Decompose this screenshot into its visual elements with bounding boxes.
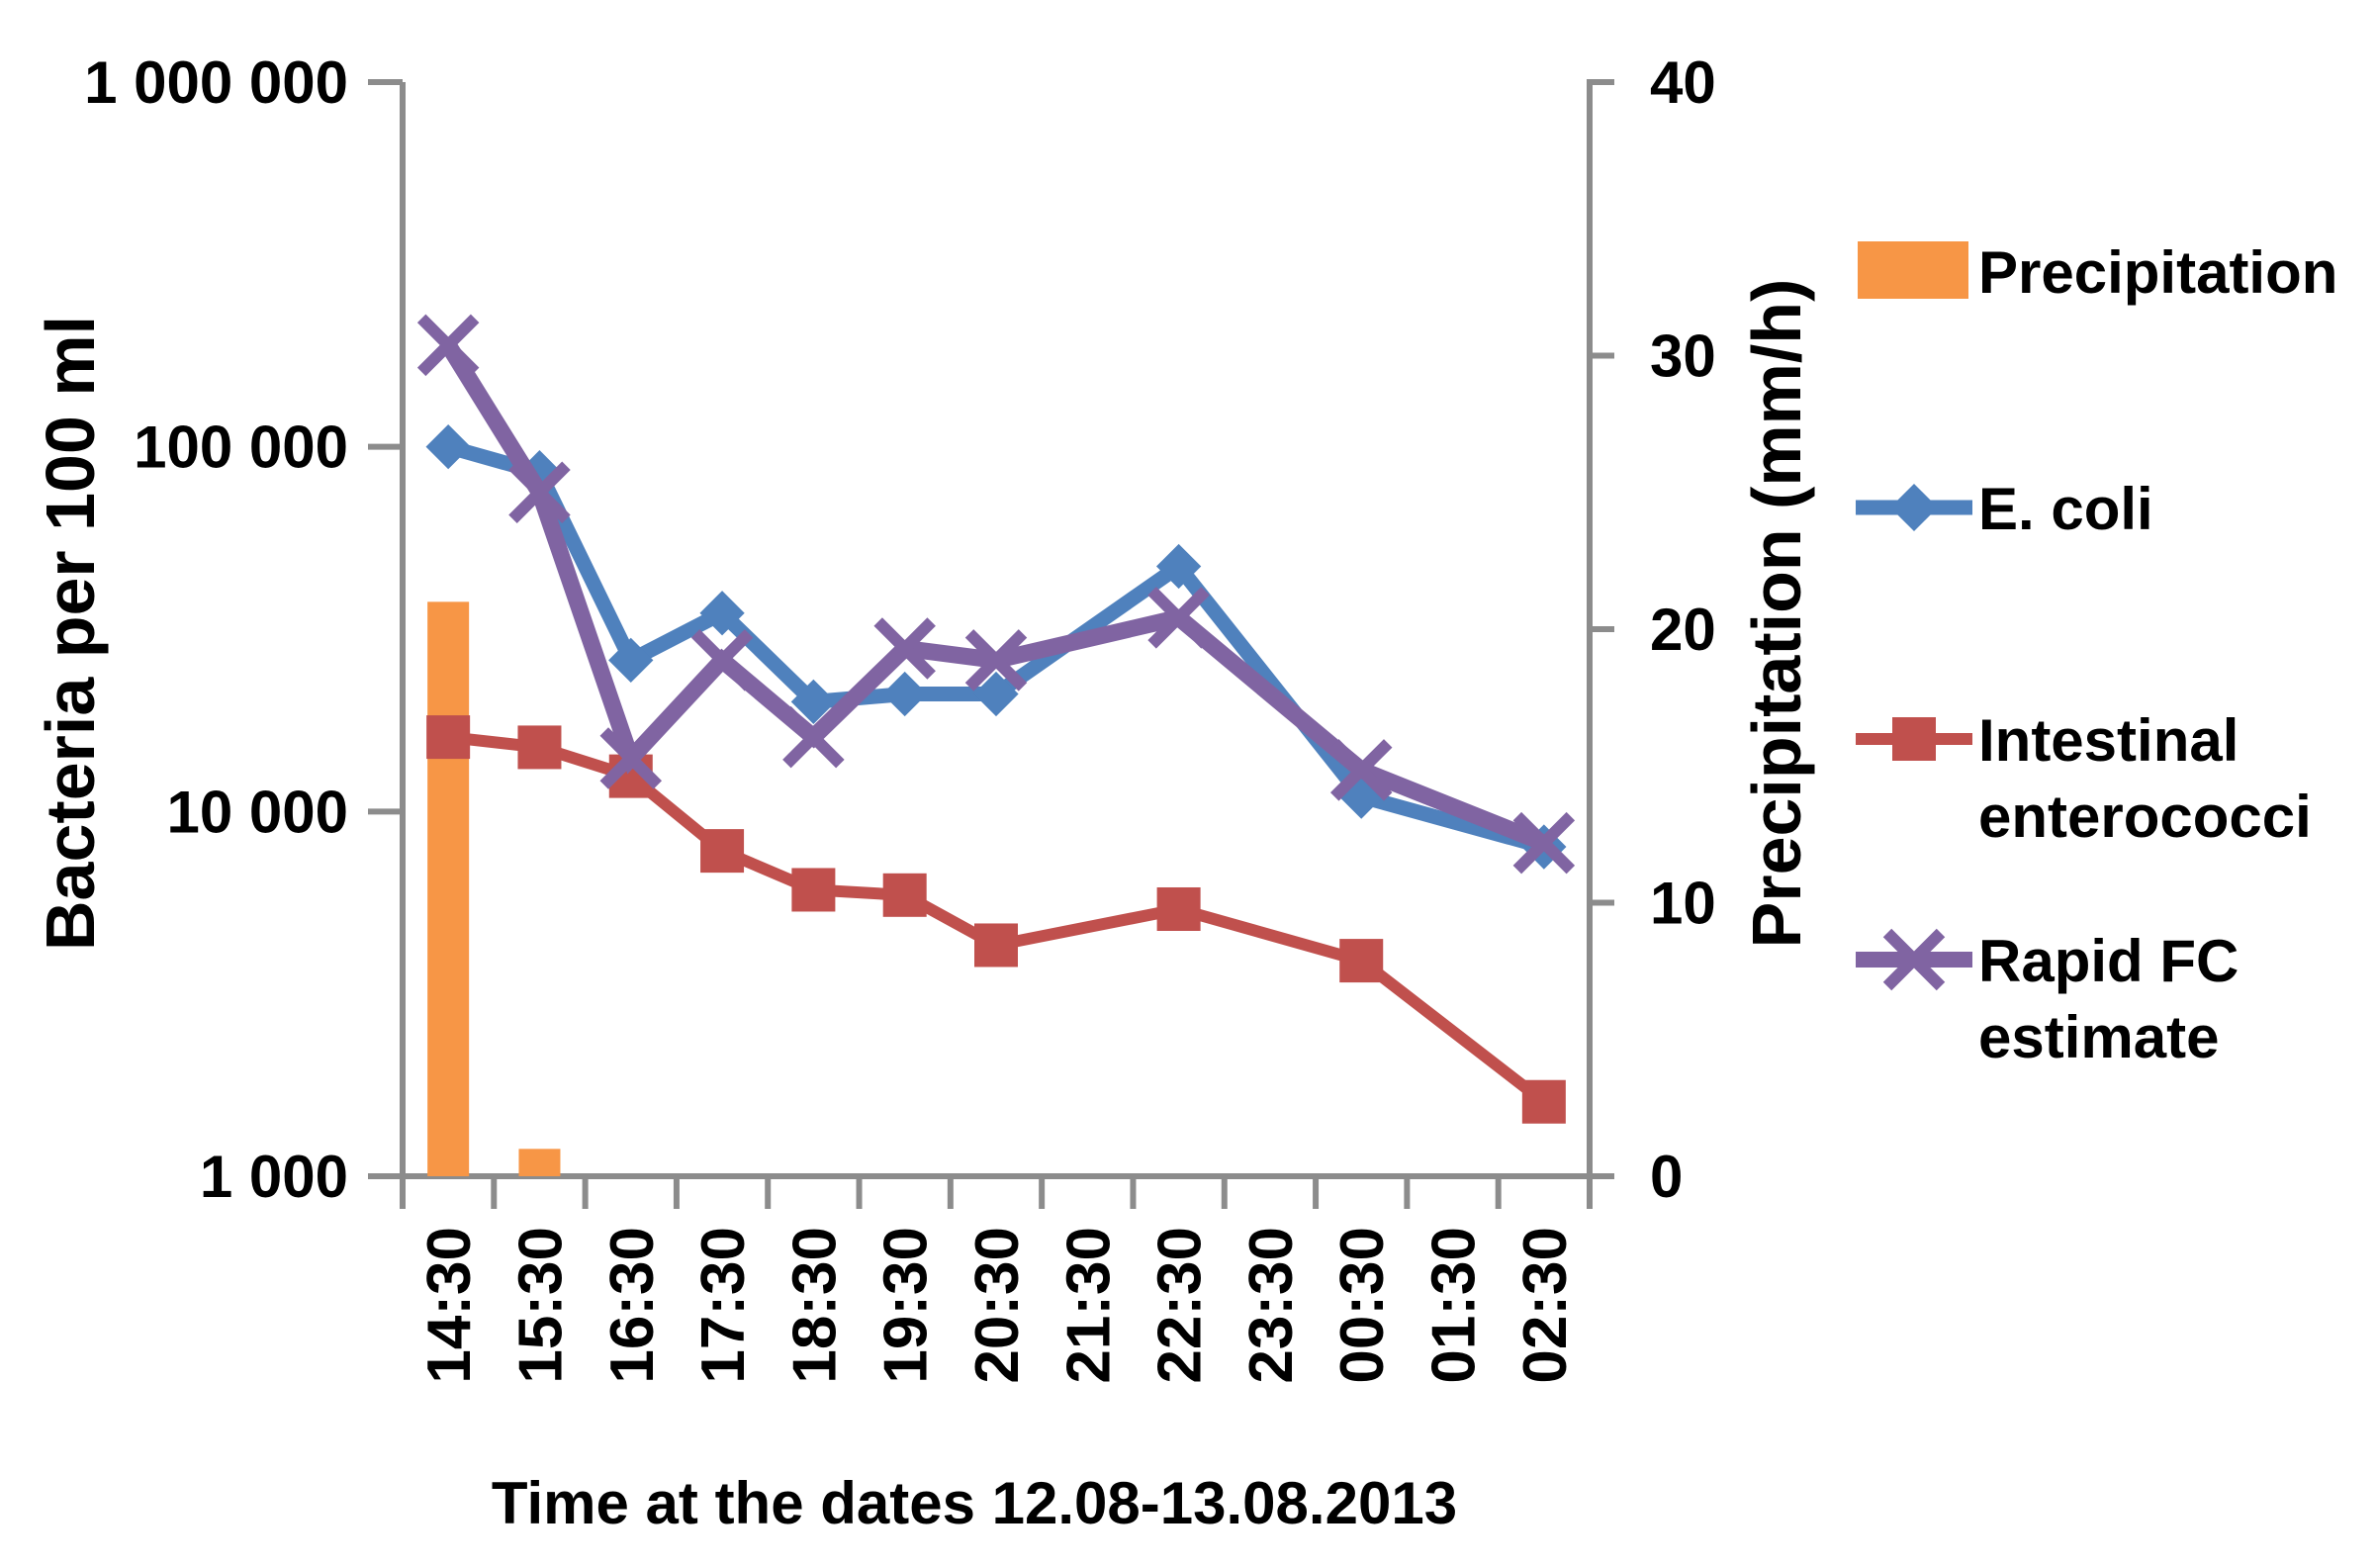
precipitation-bar: [427, 601, 470, 1176]
legend-label-enterococci: enterococci: [1978, 784, 2312, 850]
x-tick-label: 18:30: [780, 1227, 849, 1384]
x-tick-label: 02:30: [1511, 1227, 1580, 1384]
x-tick-label: 23:30: [1237, 1227, 1306, 1384]
e-coli-marker: [882, 671, 928, 717]
legend-item-intestinal-enterococci: Intestinal enterococci: [1856, 707, 2312, 850]
intestinal-enterococci-marker: [700, 829, 745, 874]
x-tick-label: 21:30: [1054, 1227, 1123, 1384]
x-tick-label: 00:30: [1328, 1227, 1397, 1384]
legend: Precipitation E. coli Intestinal enteroc…: [1856, 239, 2337, 1070]
x-tick-label: 17:30: [689, 1227, 758, 1384]
x-tick-label: 15:30: [506, 1227, 575, 1384]
rapid-fc-estimate-marker: [508, 461, 571, 523]
intestinal-enterococci-square-icon: [1892, 717, 1936, 761]
intestinal-enterococci-marker: [1339, 939, 1384, 983]
y2-tick-label: 30: [1650, 323, 1716, 390]
y2-tick-label: 0: [1650, 1144, 1683, 1210]
y-tick-label: 1 000 000: [84, 49, 348, 116]
y2-tick-label: 20: [1650, 597, 1716, 663]
precipitation-swatch-icon: [1858, 241, 1968, 299]
intestinal-enterococci-marker: [1521, 1079, 1566, 1124]
y-tick-label: 100 000: [134, 415, 348, 481]
rapid-fc-estimate-line: [440, 340, 1548, 852]
legend-item-precipitation: Precipitation: [1858, 239, 2337, 306]
rapid-fc-estimate-marker: [964, 629, 1028, 692]
e-coli-marker: [425, 424, 471, 470]
legend-item-e-coli: E. coli: [1856, 476, 2153, 542]
x-tick-label: 14:30: [415, 1227, 484, 1384]
intestinal-enterococci-marker: [1156, 886, 1201, 931]
rapid-fc-estimate-marker: [1147, 587, 1210, 649]
legend-label-estimate: estimate: [1978, 1004, 2219, 1070]
rapid-fc-estimate-marker: [1329, 739, 1393, 801]
y2-axis-title: Precipitation (mm/h): [1738, 279, 1815, 949]
legend-label-precipitation: Precipitation: [1978, 239, 2337, 306]
x-tick-label: 22:30: [1146, 1227, 1215, 1384]
rapid-fc-estimate-marker: [1512, 811, 1576, 875]
intestinal-enterococci-marker: [791, 868, 836, 912]
x-tick-label: 19:30: [872, 1227, 941, 1384]
x-tick-label: 20:30: [963, 1227, 1032, 1384]
e-coli-diamond-icon: [1889, 483, 1939, 532]
x-tick-label: 01:30: [1420, 1227, 1489, 1384]
y2-tick-label: 10: [1650, 871, 1716, 937]
rapid-fc-estimate-marker: [782, 705, 845, 769]
x-tick-label: 16:30: [598, 1227, 667, 1384]
intestinal-enterococci-marker: [426, 715, 471, 760]
legend-label-e-coli: E. coli: [1978, 476, 2153, 542]
y-axis-title: Bacteria per 100 ml: [32, 316, 109, 951]
x-axis-title: Time at the dates 12.08-13.08.2013: [492, 1470, 1457, 1536]
legend-item-rapid-fc-estimate: Rapid FC estimate: [1856, 928, 2239, 1070]
rapid-fc-estimate-marker: [599, 727, 663, 789]
precipitation-bar: [518, 1149, 561, 1176]
rapid-fc-estimate-marker: [873, 617, 936, 680]
rapid-fc-estimate-marker: [690, 629, 754, 692]
intestinal-enterococci-marker: [974, 923, 1018, 968]
y2-tick-label: 40: [1650, 49, 1716, 116]
rapid-fc-x-icon: [1882, 928, 1946, 991]
intestinal-enterococci-line: [447, 731, 1548, 1107]
intestinal-enterococci-marker: [882, 873, 927, 917]
rapid-fc-estimate-marker: [416, 314, 480, 377]
y-tick-label: 10 000: [166, 779, 348, 845]
legend-label-rapid-fc: Rapid FC: [1978, 928, 2239, 994]
y-tick-label: 1 000: [200, 1144, 348, 1210]
legend-label-intestinal: Intestinal: [1978, 707, 2239, 774]
plot-layer: 1 000 000 100 000 10 000 1 000 40 30 20 10 0 14:3…: [84, 49, 1716, 1384]
intestinal-enterococci-marker: [517, 725, 562, 770]
